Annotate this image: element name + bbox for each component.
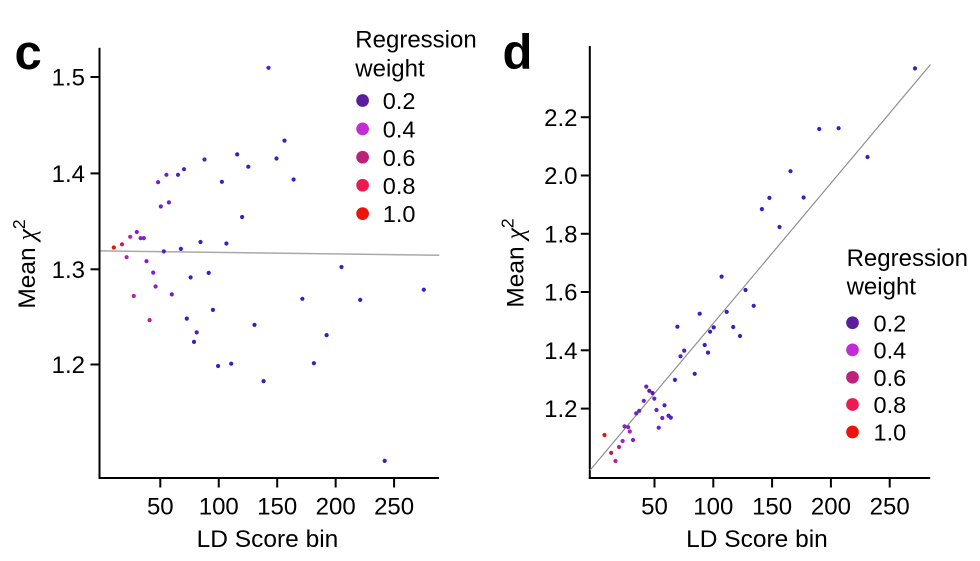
svg-text:1.2: 1.2 [52, 352, 85, 379]
svg-text:LD Score bin: LD Score bin [686, 526, 828, 553]
svg-text:Regression: Regression [847, 245, 968, 272]
svg-text:200: 200 [316, 493, 356, 520]
svg-text:1.4: 1.4 [52, 161, 85, 188]
svg-text:Regression: Regression [355, 26, 476, 53]
svg-text:0.6: 0.6 [383, 145, 416, 171]
svg-text:2.2: 2.2 [544, 105, 577, 132]
svg-text:1.8: 1.8 [544, 221, 577, 248]
svg-text:50: 50 [147, 493, 174, 520]
svg-text:0.2: 0.2 [874, 310, 907, 336]
svg-text:50: 50 [641, 493, 668, 520]
svg-text:0.6: 0.6 [874, 365, 907, 391]
svg-text:150: 150 [752, 493, 792, 520]
svg-text:2.0: 2.0 [544, 163, 577, 190]
svg-text:0.2: 0.2 [383, 88, 416, 114]
svg-text:weight: weight [354, 56, 425, 83]
svg-text:100: 100 [199, 493, 239, 520]
svg-text:1.2: 1.2 [544, 396, 577, 423]
svg-text:100: 100 [693, 493, 733, 520]
svg-text:0.4: 0.4 [383, 117, 416, 143]
svg-text:250: 250 [870, 493, 910, 520]
svg-text:1.5: 1.5 [52, 65, 85, 92]
svg-text:1.3: 1.3 [52, 257, 85, 284]
svg-text:weight: weight [846, 273, 917, 300]
svg-text:1.6: 1.6 [544, 280, 577, 307]
svg-text:Mean χ2: Mean χ2 [9, 219, 41, 308]
svg-text:LD Score bin: LD Score bin [197, 526, 339, 553]
svg-text:1.0: 1.0 [874, 420, 907, 446]
svg-text:1.4: 1.4 [544, 338, 577, 365]
svg-text:d: d [503, 25, 533, 79]
svg-text:150: 150 [257, 493, 297, 520]
svg-text:0.8: 0.8 [383, 173, 416, 199]
svg-text:1.0: 1.0 [383, 201, 416, 227]
svg-text:200: 200 [811, 493, 851, 520]
svg-text:Mean χ2: Mean χ2 [498, 218, 530, 307]
svg-text:0.8: 0.8 [874, 392, 907, 418]
svg-text:250: 250 [374, 493, 414, 520]
svg-text:c: c [15, 26, 42, 80]
svg-text:0.4: 0.4 [874, 338, 907, 364]
